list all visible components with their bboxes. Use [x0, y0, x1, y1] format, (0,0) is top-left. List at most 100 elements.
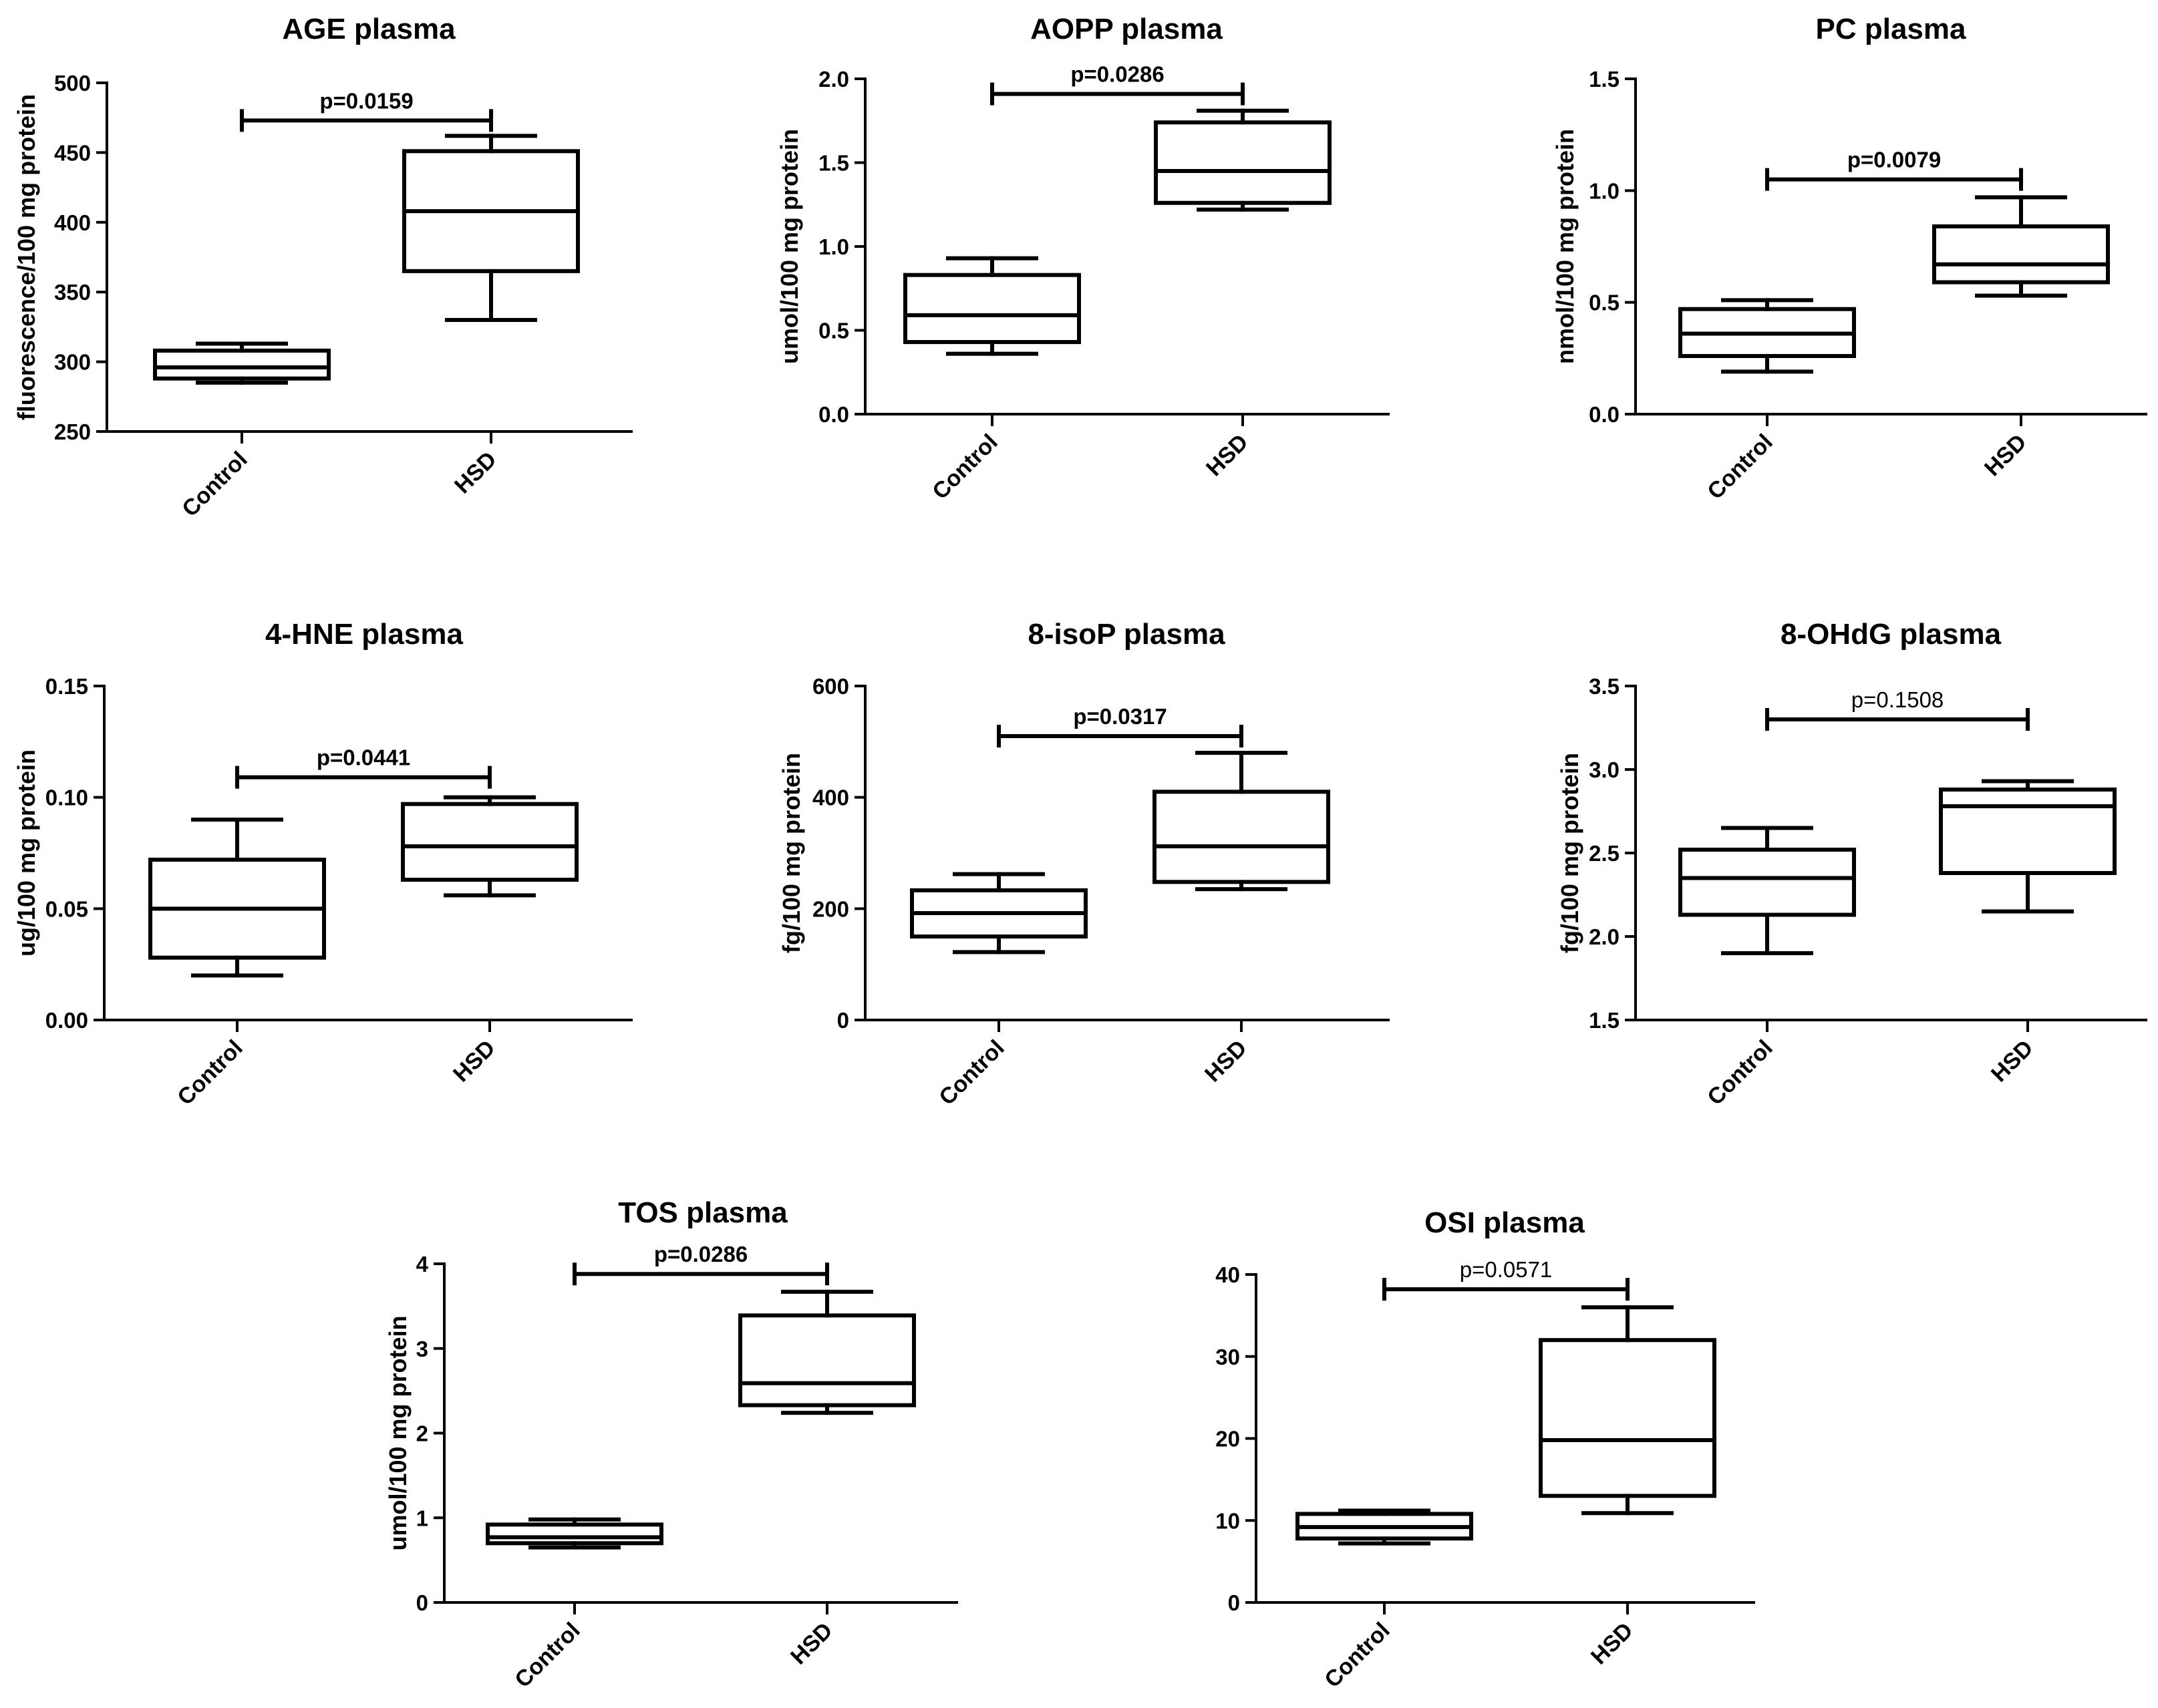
y-tick-label: 200	[812, 896, 849, 921]
x-category-label: Control	[934, 1035, 1009, 1110]
p-value-label: p=0.0286	[1070, 62, 1164, 87]
box-plot-control	[1678, 826, 1856, 955]
chart-title: 4-HNE plasma	[265, 618, 463, 651]
box-iqr	[738, 1313, 916, 1407]
y-tick-label: 0.00	[45, 1008, 88, 1033]
box-iqr	[401, 802, 579, 882]
x-category-label: Control	[1320, 1618, 1394, 1693]
p-value-label: p=0.1508	[1851, 687, 1944, 712]
x-category-label: HSD	[786, 1618, 838, 1670]
significance-bracket: p=0.0079	[1765, 148, 2023, 191]
y-tick-label: 400	[54, 210, 91, 235]
y-axis-label: umol/100 mg protein	[384, 1315, 412, 1550]
x-category-label: HSD	[1200, 1035, 1252, 1087]
significance-bracket: p=0.0286	[573, 1242, 829, 1286]
y-tick-label: 1.5	[818, 151, 849, 176]
y-tick-label: 0.15	[45, 674, 88, 699]
y-tick-label: 0.10	[45, 786, 88, 810]
y-tick-label: 0.5	[818, 319, 849, 343]
y-tick-label: 1.5	[1589, 67, 1620, 92]
chart-title: AOPP plasma	[1030, 13, 1223, 45]
chart-title: OSI plasma	[1424, 1206, 1585, 1239]
y-axis-label: fluorescence/100 mg protein	[13, 94, 40, 420]
p-value-label: p=0.0441	[317, 745, 410, 770]
y-tick-label: 1.5	[1589, 1008, 1620, 1033]
y-tick-label: 3	[416, 1337, 428, 1361]
y-tick-label: 0.05	[45, 896, 88, 921]
x-category-label: Control	[172, 1035, 247, 1110]
box-iqr	[1154, 120, 1332, 205]
box-plot-hsd	[1939, 779, 2117, 914]
x-category-label: Control	[177, 447, 252, 522]
significance-bracket: p=0.0159	[240, 88, 493, 132]
x-category-label: Control	[927, 430, 1002, 504]
chart-title: PC plasma	[1816, 13, 1967, 45]
box-plot-control	[903, 256, 1081, 356]
y-tick-label: 1.0	[818, 234, 849, 259]
chart-panel-2: AOPP plasma umol/100 mg protein 0.0 0.5 1.0 1…	[776, 13, 1390, 504]
box-iqr	[1939, 788, 2117, 875]
box-plot-control	[153, 341, 331, 385]
x-category-label: HSD	[1980, 430, 2032, 482]
box-plot-hsd	[738, 1289, 916, 1415]
box-iqr	[903, 273, 1081, 345]
y-axis-label: fg/100 mg protein	[778, 753, 805, 953]
box-iqr	[1539, 1338, 1716, 1498]
y-tick-label: 20	[1215, 1427, 1240, 1451]
box-iqr	[486, 1522, 663, 1546]
x-category-label: HSD	[1586, 1618, 1638, 1670]
y-tick-label: 500	[54, 71, 91, 96]
box-plot-control	[148, 818, 326, 978]
box-plot-hsd	[1539, 1305, 1716, 1516]
chart-title: 8-isoP plasma	[1028, 618, 1225, 651]
y-tick-label: 3.0	[1589, 757, 1620, 782]
chart-panel-3: PC plasma nmol/100 mg protein 0.0 0.5 1.0 1.5…	[1551, 13, 2147, 504]
y-tick-label: 450	[54, 140, 91, 165]
y-tick-label: 0.0	[818, 402, 849, 427]
p-value-label: p=0.0571	[1460, 1257, 1553, 1282]
y-tick-label: 350	[54, 280, 91, 305]
y-tick-label: 1	[416, 1506, 428, 1530]
significance-bracket: p=0.0286	[990, 62, 1245, 106]
y-axis-label: ug/100 mg protein	[13, 749, 40, 957]
box-plot-hsd	[402, 134, 580, 322]
x-category-label: HSD	[1201, 430, 1253, 482]
x-category-label: Control	[1702, 430, 1777, 504]
x-category-label: HSD	[450, 447, 502, 499]
significance-bracket: p=0.0571	[1382, 1257, 1630, 1301]
p-value-label: p=0.0079	[1847, 148, 1941, 172]
chart-panel-1: AGE plasma fluorescence/100 mg protein 250…	[13, 13, 633, 522]
y-axis-label: nmol/100 mg protein	[1551, 129, 1579, 364]
chart-panel-7: TOS plasma umol/100 mg protein 0 1 2 3 4 Contro…	[384, 1196, 958, 1693]
box-plot-control	[1678, 298, 1856, 374]
x-category-label: HSD	[1986, 1035, 2038, 1087]
box-plot-control	[1295, 1508, 1473, 1546]
box-plot-control	[910, 872, 1088, 955]
box-plot-control	[486, 1517, 663, 1550]
y-tick-label: 2.0	[1589, 924, 1620, 949]
y-axis-label: fg/100 mg protein	[1556, 753, 1583, 953]
y-tick-label: 300	[54, 350, 91, 375]
chart-title: AGE plasma	[282, 13, 456, 45]
x-category-label: Control	[1702, 1035, 1777, 1110]
y-tick-label: 40	[1215, 1262, 1240, 1287]
p-value-label: p=0.0286	[654, 1242, 748, 1266]
significance-bracket: p=0.1508	[1765, 687, 2030, 731]
y-tick-label: 30	[1215, 1345, 1240, 1369]
box-plot-hsd	[401, 795, 579, 898]
box-plot-hsd	[1154, 108, 1332, 212]
y-tick-label: 1.0	[1589, 178, 1620, 203]
y-tick-label: 2.0	[818, 67, 849, 92]
box-plot-hsd	[1152, 751, 1330, 892]
y-tick-label: 0	[837, 1008, 849, 1033]
chart-title: 8-OHdG plasma	[1781, 618, 2002, 651]
p-value-label: p=0.0317	[1073, 704, 1167, 729]
x-category-label: Control	[510, 1618, 585, 1693]
y-tick-label: 400	[812, 786, 849, 810]
significance-bracket: p=0.0317	[997, 704, 1243, 747]
y-tick-label: 3.5	[1589, 674, 1620, 699]
y-tick-label: 250	[54, 419, 91, 444]
box-iqr	[1678, 848, 1856, 917]
box-plot-hsd	[1932, 195, 2110, 298]
y-tick-label: 0	[416, 1590, 428, 1615]
